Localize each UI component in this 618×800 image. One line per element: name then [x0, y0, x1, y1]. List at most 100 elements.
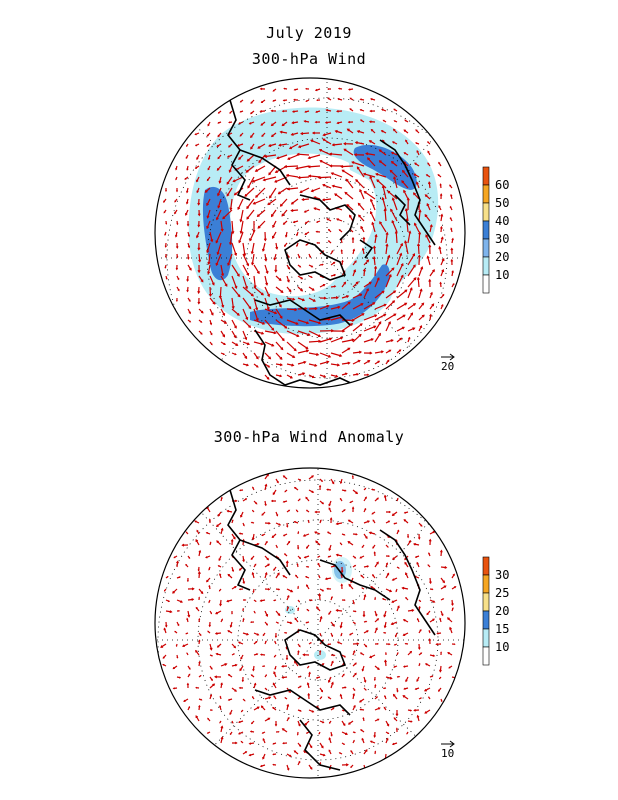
panel1-wind-arrowhead [260, 342, 264, 346]
panel1-wind-arrow [365, 152, 376, 156]
panel1-wind-arrow [352, 323, 363, 332]
panel2-wind-arrowhead [271, 535, 275, 539]
panel1-wind-arrowhead [401, 326, 405, 330]
panel2-wind-arrowhead [208, 518, 211, 521]
panel2-wind-arrowhead [256, 542, 260, 546]
panel1-wind-arrowhead [312, 299, 316, 302]
panel1-wind-arrow [385, 300, 395, 310]
panel2-colorbar-label: 30 [495, 568, 509, 582]
panel2-wind-arrowhead [251, 571, 255, 575]
panel1-wind-arrowhead [301, 198, 305, 202]
panel1-wind-arrowhead [261, 134, 264, 137]
panel2-wind-arrowhead [374, 613, 378, 617]
panel2-wind-arrowhead [219, 603, 222, 607]
panel1-wind-arrowhead [206, 203, 209, 207]
panel1-colorbar-label: 20 [495, 250, 509, 264]
panel2-wind-arrowhead [265, 640, 267, 643]
panel1-wind-arrowhead [187, 234, 191, 238]
panel1-wind-arrowhead [197, 301, 201, 305]
panel1-colorbar-label: 50 [495, 196, 509, 210]
panel2-wind-arrowhead [385, 651, 387, 654]
panel2-wind-arrowhead [208, 601, 210, 604]
panel1-wind-arrow [253, 264, 260, 274]
panel1-wind-arrow [275, 330, 285, 341]
panel1-wind-arrowhead [174, 211, 177, 215]
panel2-wind-arrowhead [391, 742, 395, 746]
panel1-wind-arrow [233, 176, 244, 183]
panel2-wind-arrowhead [230, 538, 234, 542]
panel2-wind-arrowhead [361, 668, 365, 672]
panel2-wind-arrowhead [174, 630, 176, 633]
panel2-wind-arrowhead [185, 632, 187, 635]
panel1-wind-arrow [240, 209, 244, 222]
panel2-wind-arrowhead [285, 560, 289, 564]
panel1-wind-arrowhead [314, 307, 318, 311]
panel1-wind-arrowhead [227, 262, 231, 267]
panel1-wind-arrow [376, 179, 387, 189]
panel1-wind-arrowhead [368, 120, 372, 124]
panel1-wind-arrow [396, 302, 407, 310]
panel2-wind-arrowhead [195, 686, 198, 689]
panel2-wind-arrowhead [254, 600, 257, 602]
panel1-wind-arrowhead [270, 123, 274, 127]
panel1-wind-arrow [209, 275, 215, 286]
panel2-wind-arrowhead [264, 571, 268, 575]
panel2-colorbar-cell [482, 628, 490, 648]
panel1-wind-arrowhead [244, 337, 248, 341]
panel2-wind-arrowhead [210, 612, 212, 615]
panel2-wind-arrowhead [444, 566, 448, 569]
panel1-wind-arrowhead [321, 263, 324, 266]
panel2-wind-arrowhead [232, 536, 236, 540]
panel1-wind-arrowhead [263, 154, 268, 158]
panel2-wind-arrowhead [237, 641, 241, 644]
panel1-wind-arrow [242, 253, 249, 266]
panel2-wind-arrowhead [211, 709, 214, 711]
panel2-map [154, 467, 466, 779]
panel1-wind-arrowhead [347, 120, 351, 124]
panel1-wind-arrowhead [378, 321, 382, 325]
panel2-wind-arrowhead [296, 733, 299, 736]
panel2-wind-arrowhead [256, 633, 260, 636]
panel2-wind-arrowhead [322, 663, 325, 666]
panel2-wind-arrowhead [369, 655, 372, 659]
panel2-wind-arrowhead [388, 510, 392, 514]
panel1-wind-arrowhead [341, 169, 345, 173]
panel2-wind-arrowhead [387, 555, 391, 558]
panel1-wind-arrowhead [267, 202, 271, 206]
panel2-wind-arrowhead [298, 498, 301, 501]
panel1-wind-arrowhead [329, 337, 333, 341]
panel1-wind-arrow [341, 362, 350, 365]
panel1-wind-arrow [396, 326, 405, 332]
panel2-wind-arrowhead [281, 676, 285, 679]
panel1-wind-arrowhead [244, 356, 248, 360]
panel1-wind-arrow [255, 165, 266, 172]
panel1-wind-arrowhead [412, 192, 416, 196]
panel2-wind-arrowhead [328, 737, 332, 741]
panel1-wind-arrow [387, 190, 398, 200]
panel1-wind-arrowhead [239, 110, 242, 113]
panel2-wind-arrowhead [288, 690, 291, 694]
panel1-wind-arrowhead [334, 193, 338, 197]
panel2-wind-arrowhead [352, 692, 356, 696]
panel2-wind-arrowhead [317, 562, 320, 565]
panel1-wind-arrowhead [280, 347, 284, 351]
panel2-wind-arrowhead [409, 650, 413, 654]
panel1-wind-arrowhead [255, 194, 259, 198]
panel2-wind-arrowhead [205, 532, 208, 535]
panel2-wind-arrowhead [391, 513, 395, 516]
panel1-wind-arrow [253, 275, 256, 288]
panel2-wind-arrowhead [386, 545, 389, 548]
panel2-wind-arrowhead [374, 684, 377, 687]
panel2-wind-arrowhead [343, 533, 346, 536]
panel1-wind-arrowhead [216, 251, 220, 256]
panel1-wind-arrow [343, 148, 354, 156]
panel2-wind-arrowhead [381, 598, 385, 601]
panel1-wind-arrow [215, 253, 222, 266]
panel1-wind-arrowhead [347, 347, 351, 351]
panel1-wind-arrowhead [245, 286, 248, 290]
panel2-wind-arrowhead [397, 529, 400, 532]
panel2-wind-arrowhead [261, 513, 264, 516]
panel1-wind-arrowhead [165, 277, 168, 280]
panel1-wind-arrowhead [310, 189, 314, 193]
panel2-wind-arrowhead [408, 539, 411, 543]
